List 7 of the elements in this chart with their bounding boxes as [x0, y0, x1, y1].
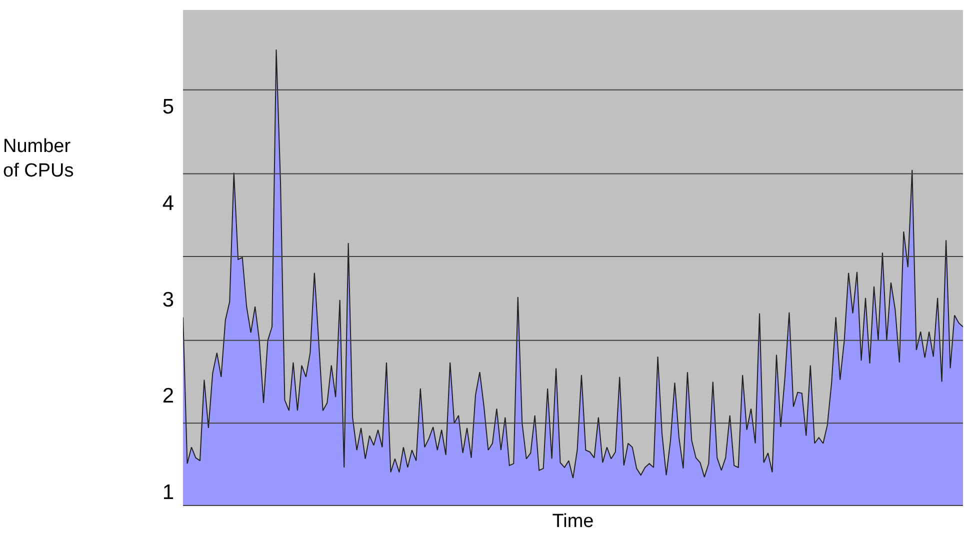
- y-tick-label: 4: [162, 192, 174, 215]
- y-tick-label: 3: [162, 288, 174, 312]
- x-axis-title: Time: [552, 510, 594, 532]
- y-tick-label: 2: [162, 384, 174, 408]
- y-tick-label: 5: [162, 96, 174, 119]
- y-axis-title: Number of CPUs: [3, 136, 74, 182]
- y-tick-label: 1: [162, 480, 174, 504]
